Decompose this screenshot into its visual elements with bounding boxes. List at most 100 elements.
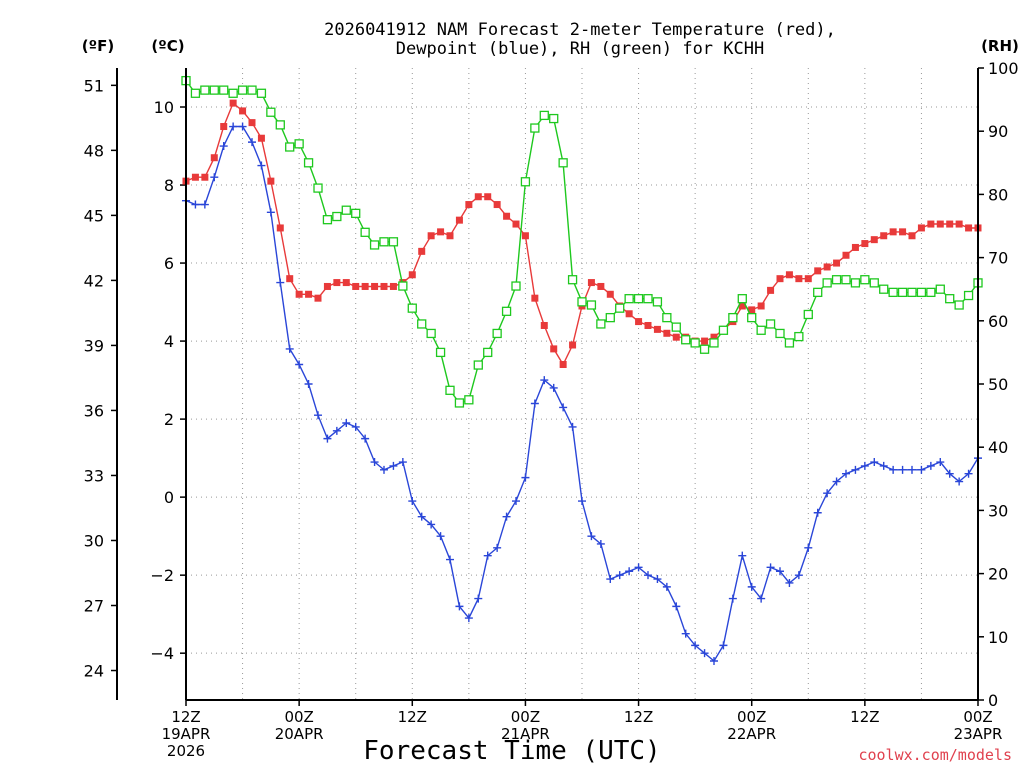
dewpoint-point [738, 551, 747, 560]
dewpoint-point [323, 434, 332, 443]
rh-point [379, 237, 389, 247]
temperature-point [955, 220, 963, 228]
dewpoint-point [200, 200, 209, 209]
x-tick-label: 19APR [162, 725, 211, 743]
rh-point [765, 319, 776, 329]
temperature-point [342, 279, 350, 287]
celsius-ticks: 10 8 6 4 2 0 −2 −4 [150, 98, 186, 663]
rh-tick-label: 70 [988, 249, 1008, 268]
temperature-point [220, 123, 228, 131]
x-tick-label: 21APR [501, 725, 550, 743]
dewpoint-point [380, 465, 388, 474]
temperature-point [267, 177, 275, 185]
rh-point [897, 287, 908, 298]
temperature-point [936, 220, 944, 228]
celsius-tick-label: 0 [164, 488, 174, 507]
dewpoint-point [785, 578, 794, 587]
celsius-unit-label: (ºC) [151, 37, 184, 55]
rh-point [709, 338, 719, 348]
x-tick-label: 2026 [167, 742, 205, 760]
dewpoint-point [644, 571, 652, 580]
dewpoint-point [408, 497, 417, 506]
rh-point [945, 294, 955, 304]
dewpoint-point [361, 434, 370, 443]
temperature-point [710, 333, 718, 341]
x-axis-label: Forecast Time (UTC) [363, 736, 660, 766]
dewpoint-point [615, 571, 624, 580]
rh-point [633, 294, 644, 304]
celsius-tick-label: −4 [150, 644, 174, 663]
rh-point [492, 328, 502, 339]
rh-point [294, 139, 304, 149]
temperature-point [201, 173, 209, 181]
dewpoint-point [681, 629, 690, 638]
dewpoint-point [889, 465, 898, 474]
rh-tick-label: 30 [988, 501, 1008, 520]
dewpoint-point [634, 563, 643, 572]
temperature-point [965, 224, 973, 232]
fahrenheit-tick-label: 24 [84, 662, 104, 681]
temperature-point [503, 212, 511, 220]
rh-tick-label: 100 [988, 59, 1019, 78]
dewpoint-point [653, 575, 662, 584]
dewpoint-point [776, 567, 784, 576]
dewpoint-point [719, 641, 728, 650]
temperature-point [644, 321, 652, 329]
x-tick-label: 22APR [727, 725, 776, 743]
rh-point [539, 110, 549, 121]
rh-point [266, 107, 276, 117]
rh-point [756, 325, 766, 335]
rh-point [398, 281, 408, 291]
rh-tick-label: 50 [988, 375, 1008, 394]
rh-point [718, 325, 729, 335]
dewpoint-point [521, 473, 530, 482]
dewpoint-point [285, 344, 294, 353]
dewpoint-point [540, 376, 549, 385]
dewpoint-point [436, 532, 445, 541]
dewpoint-point [804, 543, 813, 552]
dewpoint-point [210, 173, 219, 182]
dewpoint-point [700, 649, 709, 658]
x-tick-label: 00Z [963, 708, 992, 726]
dewpoint-point [964, 469, 973, 478]
rh-point [558, 158, 568, 168]
dewpoint-point [219, 142, 228, 151]
temperature-point [625, 310, 633, 318]
temperature-point [550, 345, 558, 353]
dewpoint-point [464, 614, 473, 623]
rh-point [520, 177, 531, 187]
dewpoint-point [578, 497, 586, 506]
temperature-point [314, 294, 322, 302]
dewpoint-series [182, 122, 982, 665]
x-tick-label: 00Z [737, 708, 766, 726]
rh-point [954, 300, 964, 310]
dewpoint-point [917, 465, 926, 474]
temperature-point [653, 325, 661, 333]
rh-point [803, 309, 813, 320]
temperature-point [333, 279, 341, 287]
dewpoint-point [191, 200, 200, 209]
rh-point [888, 287, 898, 298]
rh-tick-label: 10 [988, 628, 1008, 647]
dewpoint-point [427, 520, 436, 529]
fahrenheit-tick-label: 27 [84, 597, 104, 616]
temperature-point [418, 247, 426, 255]
rh-point [464, 395, 474, 405]
celsius-tick-label: 8 [164, 176, 174, 195]
fahrenheit-tick-label: 51 [84, 76, 104, 95]
rh-point [454, 398, 465, 408]
dewpoint-point [502, 512, 511, 521]
dewpoint-point [823, 489, 832, 498]
dewpoint-point [474, 594, 483, 603]
dewpoint-point [512, 497, 520, 506]
temperature-point [587, 279, 595, 287]
rh-point [671, 322, 681, 332]
rh-point [275, 120, 285, 130]
series-layer [181, 75, 983, 665]
temperature-point [606, 290, 614, 298]
rh-point [332, 211, 342, 222]
rh-point [615, 303, 625, 313]
fahrenheit-tick-label: 42 [84, 271, 104, 290]
rh-point [652, 297, 663, 307]
rh-point [426, 328, 436, 339]
